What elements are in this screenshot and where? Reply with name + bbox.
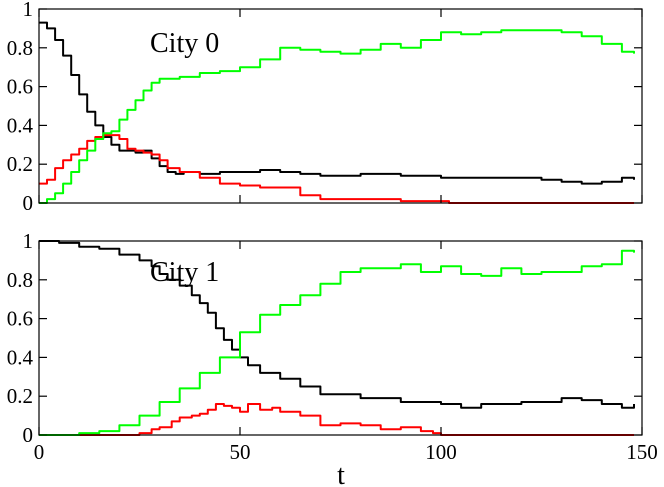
y-tick-label-0-5: 1 [23, 0, 34, 21]
y-tick-label-0-4: 0.8 [7, 36, 33, 60]
ticks-city-0: 0 0.2 0.4 0.6 0.8 1 [7, 0, 643, 215]
y-tick-label-1-5: 1 [23, 229, 34, 253]
series-group-city-1 [39, 240, 635, 436]
series-line-1-1 [39, 403, 634, 436]
y-tick-label-0-0: 0 [23, 191, 34, 215]
y-tick-label-1-0: 0 [23, 423, 34, 447]
y-tick-label-0-3: 0.6 [7, 75, 33, 99]
series-group-city-0 [39, 21, 635, 204]
series-line-1-0 [39, 240, 635, 409]
panel-city-1: 0 50 100 150 0 0.2 0.4 0.6 0.8 1 City 1 [7, 229, 658, 464]
y-tick-label-0-2: 0.4 [7, 113, 34, 137]
y-tick-label-1-4: 0.8 [7, 268, 33, 292]
panel-title-city-0: City 0 [150, 28, 219, 59]
x-tick-label-1: 50 [230, 440, 251, 464]
plot-frame-city-1 [38, 240, 643, 436]
series-line-0-1 [39, 134, 634, 204]
y-tick-label-1-1: 0.2 [7, 384, 33, 408]
panel-title-city-1: City 1 [150, 257, 219, 288]
plot-frame-city-0 [38, 8, 643, 204]
series-line-0-2 [39, 29, 635, 204]
ticks-city-1: 0 50 100 150 0 0.2 0.4 0.6 0.8 1 [7, 229, 658, 464]
panel-city-0: 0 0.2 0.4 0.6 0.8 1 City 0 [7, 0, 643, 215]
x-axis-label: t [337, 460, 345, 487]
y-tick-label-1-2: 0.4 [7, 345, 34, 369]
x-tick-label-3: 150 [626, 440, 658, 464]
x-tick-label-0: 0 [34, 440, 45, 464]
series-line-0-0 [39, 21, 635, 185]
y-tick-label-1-3: 0.6 [7, 307, 33, 331]
x-tick-label-2: 100 [425, 440, 457, 464]
y-tick-label-0-1: 0.2 [7, 152, 33, 176]
series-line-1-2 [39, 249, 635, 436]
